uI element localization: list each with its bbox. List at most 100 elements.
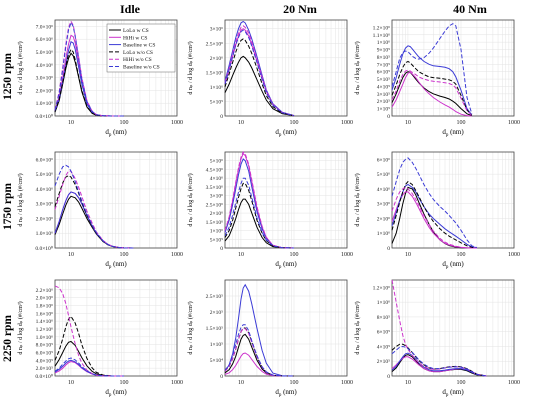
y-tick-label: 1.8×10⁶	[36, 303, 53, 309]
legend-label-5: HiHi w/o CS	[123, 57, 152, 63]
y-tick-label: 2.5×10⁶	[206, 41, 223, 47]
y-tick-label: 4×10⁶	[210, 176, 223, 182]
series-line-2	[224, 352, 294, 377]
series-line-5	[224, 25, 295, 117]
x-tick-label: 100	[119, 380, 128, 386]
y-tick-label: 2×10⁶	[210, 211, 223, 217]
y-axis-label: d nₚ / d log dₚ (#/cm³)	[17, 41, 24, 94]
y-tick-label: 4.0×10⁵	[36, 358, 53, 364]
subplot-r3-c2: 0 5×10⁴ 1×10⁵ 1.5×10⁵ 2×10⁵ 2.5×10⁵ 10 100 1000 d…	[187, 279, 353, 398]
y-tick-label: 0	[387, 246, 390, 252]
series-line-4	[391, 60, 473, 116]
y-tick-label: 1.5×10⁵	[206, 326, 223, 332]
y-tick-label: 5×10⁵	[210, 237, 223, 243]
x-axis-label-sub: p	[446, 393, 449, 398]
column-title-40nm: 40 Nm	[453, 2, 487, 16]
y-axis-label: d nₚ / d log dₚ (#/cm³)	[17, 173, 24, 226]
y-tick-label: 5×10⁵	[377, 77, 390, 83]
x-tick-label: 10	[238, 120, 244, 126]
axes-frame	[224, 19, 348, 117]
x-axis-label-sub: p	[109, 133, 112, 138]
y-tick-label: 1.1×10⁶	[373, 33, 390, 39]
x-axis-label-unit: (nm)	[448, 388, 464, 396]
x-axis-label-unit: (nm)	[111, 260, 127, 268]
series-line-3	[224, 20, 295, 117]
x-tick-label: 10	[68, 380, 74, 386]
y-tick-label: 6×10⁵	[377, 70, 390, 76]
series-line-5	[224, 328, 294, 377]
y-tick-label: 6.0×10⁵	[36, 350, 53, 356]
y-tick-label: 3×10⁶	[377, 202, 390, 208]
x-tick-label: 1000	[171, 120, 183, 126]
y-tick-label: 0	[220, 114, 223, 120]
x-tick-label: 10	[68, 252, 74, 258]
series-line-6	[391, 345, 487, 377]
y-tick-label: 2×10⁵	[377, 99, 390, 105]
series-line-4	[224, 38, 295, 117]
y-tick-label: 0.0×10⁰	[35, 113, 53, 120]
y-tick-label: 6.0×10⁶	[36, 157, 53, 163]
series-line-3	[224, 158, 295, 249]
y-tick-label: 1×10⁵	[377, 107, 390, 113]
series-line-5	[391, 186, 477, 249]
y-tick-label: 2.0×10⁶	[36, 216, 53, 222]
y-tick-label: 6.0×10⁶	[36, 37, 53, 43]
x-axis-label-sub: p	[446, 133, 449, 138]
series-line-6	[54, 21, 124, 117]
x-axis-label-unit: (nm)	[281, 260, 297, 268]
y-tick-label: 3×10⁶	[210, 27, 223, 33]
y-tick-label: 4×10⁶	[377, 187, 390, 193]
x-axis-label-sub: p	[446, 265, 449, 270]
x-axis-label-unit: (nm)	[281, 128, 297, 136]
series-line-4	[391, 343, 487, 377]
y-tick-label: 1.2×10⁶	[373, 285, 390, 291]
x-tick-label: 1000	[341, 120, 353, 126]
y-tick-label: 1.0×10⁶	[36, 335, 53, 341]
x-axis-label-sub: p	[279, 265, 282, 270]
x-axis-label: dp (nm)	[105, 260, 127, 270]
series-line-4	[54, 315, 124, 377]
series-line-6	[391, 157, 478, 249]
y-tick-label: 5.0×10⁶	[36, 172, 53, 178]
x-tick-label: 1000	[508, 252, 520, 258]
y-tick-label: 2.2×10⁶	[36, 288, 53, 294]
y-tick-label: 3×10⁵	[377, 92, 390, 98]
series-line-6	[224, 177, 295, 249]
y-tick-label: 9×10⁵	[377, 48, 390, 54]
x-axis-label-sub: p	[109, 393, 112, 398]
x-tick-label: 1000	[508, 380, 520, 386]
x-tick-label: 100	[456, 120, 465, 126]
x-axis-label-unit: (nm)	[448, 128, 464, 136]
y-tick-label: 0	[220, 374, 223, 380]
x-axis-label-unit: (nm)	[448, 260, 464, 268]
y-tick-label: 1×10⁶	[377, 40, 390, 46]
y-tick-label: 4×10⁵	[377, 84, 390, 90]
series-line-5	[391, 69, 473, 116]
subplot-r2-c3: 0 1×10⁶ 2×10⁶ 3×10⁶ 4×10⁶ 5×10⁶ 6×10⁶ 10 100 1000…	[354, 151, 520, 270]
y-tick-label: 6×10⁶	[377, 157, 390, 163]
series-line-2	[224, 152, 295, 249]
y-tick-label: 7×10⁵	[377, 62, 390, 68]
y-tick-label: 8×10⁵	[377, 55, 390, 61]
y-tick-label: 4.0×10⁶	[36, 63, 53, 69]
x-axis-label: dp (nm)	[105, 128, 127, 138]
x-tick-label: 10	[68, 120, 74, 126]
series-line-4	[391, 180, 477, 249]
y-tick-label: 5.0×10⁶	[36, 50, 53, 56]
x-axis-label-sub: p	[279, 393, 282, 398]
x-tick-label: 100	[289, 252, 298, 258]
y-tick-label: 1.2×10⁶	[36, 327, 53, 333]
x-tick-label: 10	[238, 380, 244, 386]
legend-label-1: LoLo w CS	[123, 28, 149, 34]
y-tick-label: 2.0×10⁵	[36, 366, 53, 372]
y-tick-label: 0	[387, 114, 390, 120]
series-line-2	[391, 191, 477, 249]
legend-label-3: Baseline w CS	[123, 43, 155, 49]
y-axis-label: d nₚ / d log dₚ (#/cm³)	[187, 41, 194, 94]
y-tick-label: 2.0×10⁶	[36, 296, 53, 302]
y-tick-label: 1×10⁵	[210, 342, 223, 348]
x-tick-label: 100	[119, 120, 128, 126]
